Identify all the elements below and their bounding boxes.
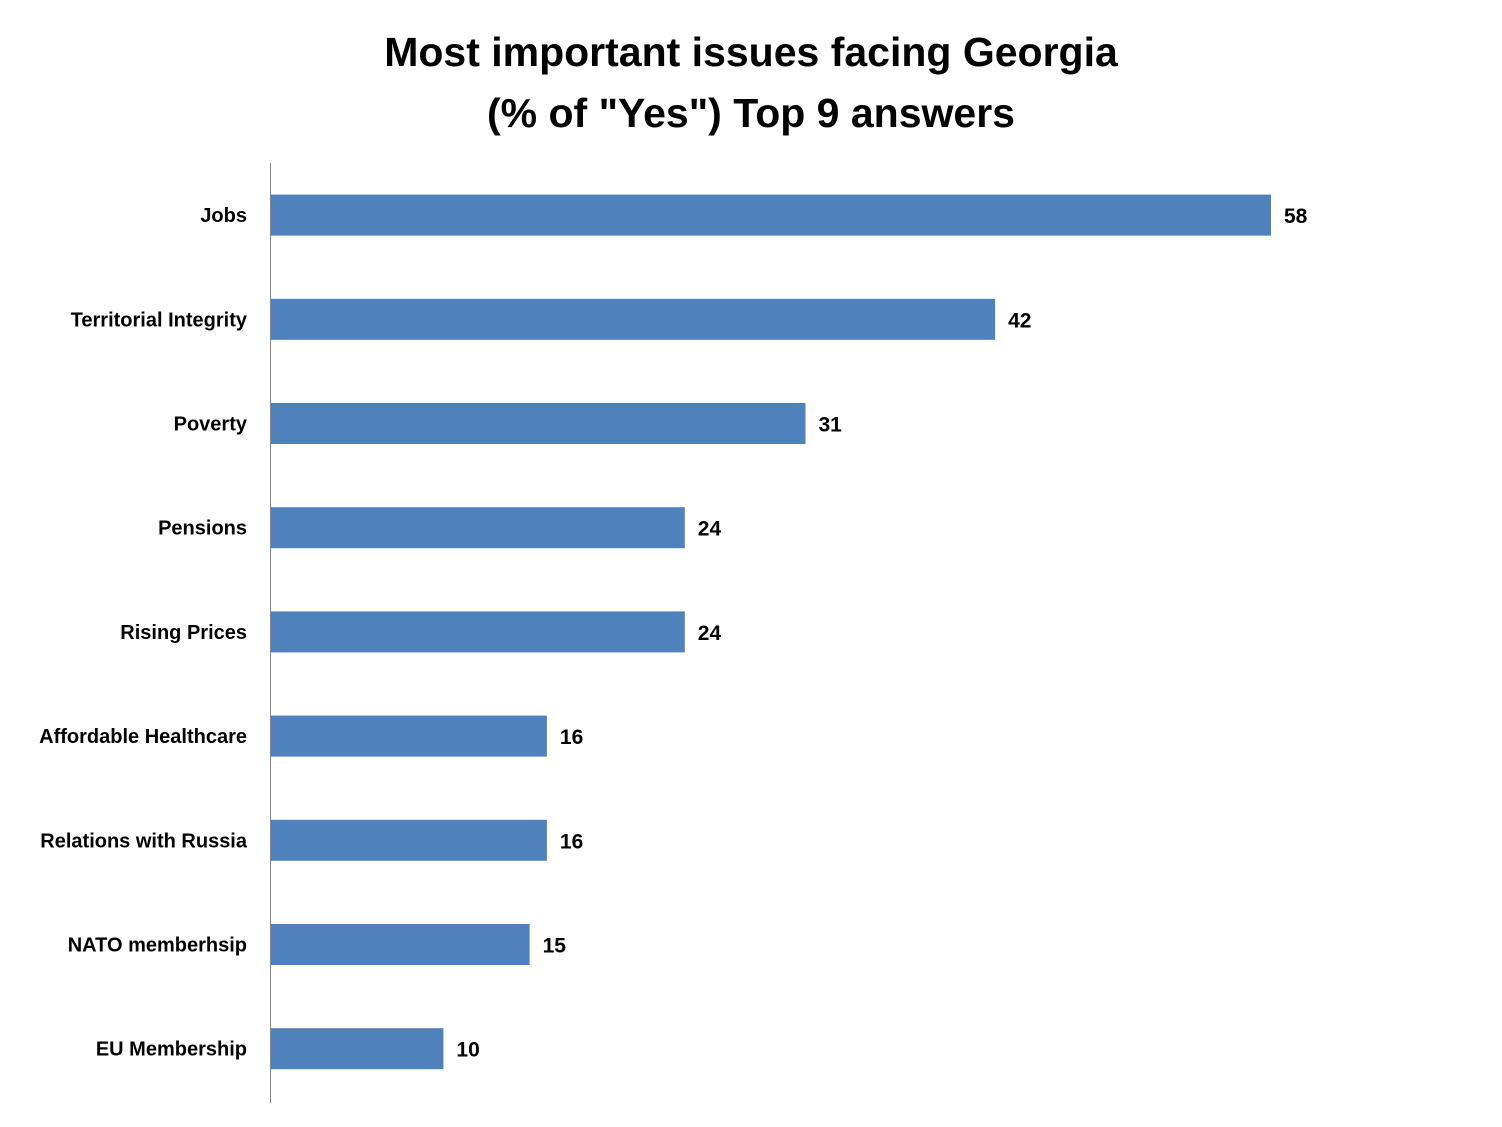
data-label: 31 [819, 414, 843, 437]
category-label: Jobs [200, 205, 247, 227]
category-label: Relations with Russia [40, 830, 248, 852]
category-label: NATO memberhsip [68, 935, 247, 957]
data-label: 15 [543, 935, 567, 958]
data-label: 42 [1008, 309, 1031, 332]
data-label: 16 [560, 726, 583, 749]
category-label: Pensions [158, 518, 247, 540]
bar-eu-membership [271, 1028, 444, 1070]
bar-nato-memberhsip [271, 924, 530, 965]
data-label: 58 [1284, 205, 1308, 228]
category-label: Affordable Healthcare [39, 726, 247, 748]
category-label: Rising Prices [120, 622, 247, 644]
bar-affordable-healthcare [271, 715, 547, 757]
bar-territorial-integrity [271, 298, 996, 340]
value-labels-group: 58 42 31 24 24 16 16 15 10 [456, 205, 1307, 1062]
category-labels-group: Jobs Territorial Integrity Poverty Pensions… [39, 205, 248, 1061]
category-label: EU Membership [96, 1039, 247, 1061]
data-label: 24 [698, 518, 722, 541]
data-label: 24 [698, 622, 722, 645]
data-label: 10 [456, 1039, 479, 1062]
data-label: 16 [560, 830, 583, 853]
category-label: Territorial Integrity [71, 309, 248, 331]
category-label: Poverty [174, 414, 248, 436]
bar-relations-with-russia [271, 819, 547, 861]
bars-group [271, 194, 1271, 1070]
bar-poverty [271, 403, 806, 444]
chart-title-line-2: (% of "Yes") Top 9 answers [487, 90, 1015, 136]
chart-title-line-1: Most important issues facing Georgia [384, 29, 1119, 75]
bar-jobs [271, 194, 1271, 236]
bar-rising-prices [271, 611, 685, 653]
bar-pensions [271, 507, 685, 549]
